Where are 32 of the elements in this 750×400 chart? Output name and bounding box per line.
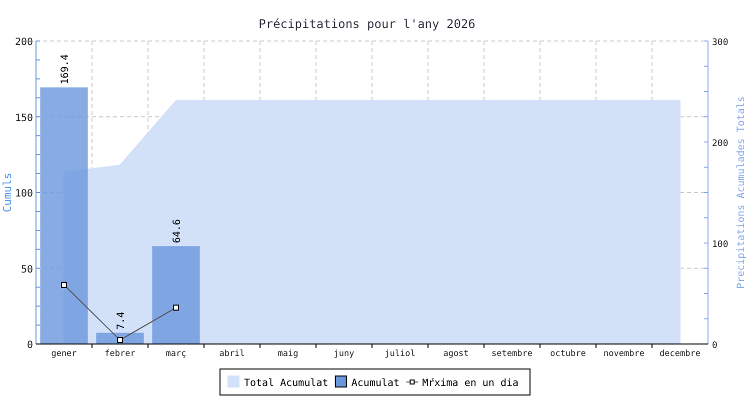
y2-tick-label: 100 (712, 240, 728, 250)
x-tick-label: juliol (384, 349, 416, 359)
x-tick-label: agost (443, 349, 469, 359)
chart-title: Précipitations pour l'any 2026 (258, 17, 476, 31)
bar (40, 87, 88, 344)
x-tick-label: gener (51, 349, 77, 359)
legend-label: Total Acumulat (244, 378, 328, 389)
y-tick-label: 50 (20, 264, 33, 276)
bar (152, 246, 200, 344)
x-tick-label: juny (334, 349, 354, 359)
x-tick-label: març (166, 349, 186, 359)
x-tick-label: febrer (104, 349, 136, 359)
x-tick-label: novembre (604, 349, 644, 359)
y-tick-label: 200 (14, 37, 33, 48)
x-tick-label: decembre (660, 349, 700, 359)
legend-label: Acumulat (351, 378, 400, 389)
x-tick-label: setembre (492, 349, 532, 359)
x-tick-label: abril (219, 349, 245, 359)
y2-tick-label: 0 (712, 341, 718, 351)
y2-tick-label: 300 (712, 38, 728, 48)
x-tick-label: octubre (550, 349, 586, 359)
y2-tick-label: 200 (712, 139, 728, 149)
data-label: 169.4 (60, 54, 71, 84)
data-label: 64.6 (172, 219, 183, 244)
y-tick-label: 100 (14, 188, 33, 200)
y-axis-title: Cumuls (1, 172, 14, 212)
x-tick-label: maig (278, 349, 298, 359)
y-tick-label: 150 (14, 112, 33, 124)
y-tick-label: 0 (26, 340, 33, 351)
data-label: 7.4 (116, 312, 127, 330)
legend-label: Mŕxima en un dia (422, 377, 519, 389)
y2-axis-title: Precipitations Acumulades Totals (736, 96, 747, 289)
